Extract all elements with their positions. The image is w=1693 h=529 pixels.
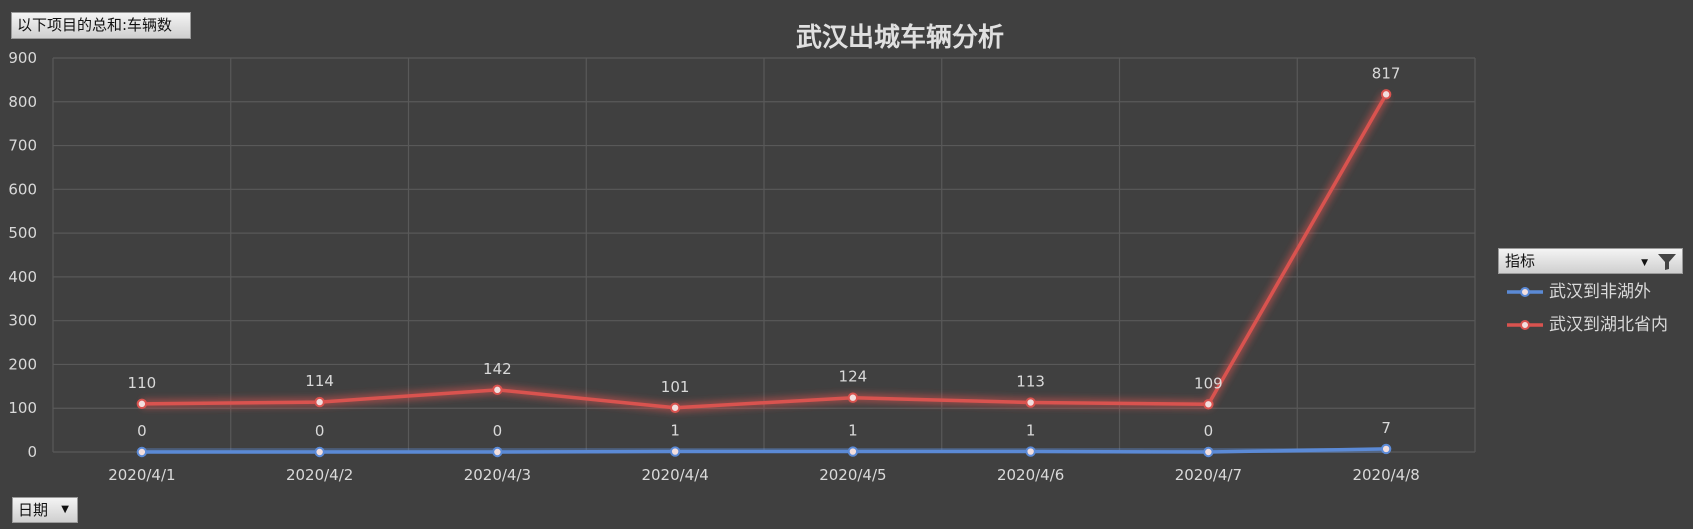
axis-field-label: 日期	[18, 501, 49, 519]
data-label: 113	[1016, 373, 1045, 391]
x-tick-label: 2020/4/7	[1175, 466, 1242, 484]
dropdown-arrow-icon: ▼	[1641, 258, 1648, 268]
data-point	[1025, 397, 1036, 408]
data-label: 0	[1204, 422, 1214, 440]
legend-field-label: 指标	[1505, 252, 1536, 270]
y-tick-label: 100	[8, 399, 37, 417]
axis-field-button[interactable]: 日期 ▼	[12, 497, 78, 523]
series-2	[136, 89, 1392, 413]
data-point	[136, 398, 148, 410]
data-point	[314, 396, 325, 408]
x-tick-label: 2020/4/4	[641, 466, 708, 484]
y-tick-label: 400	[8, 268, 37, 286]
legend-label: 武汉到湖北省内	[1549, 315, 1668, 335]
data-label: 114	[305, 372, 334, 390]
x-tick-label: 2020/4/5	[819, 466, 886, 484]
data-point	[669, 446, 681, 457]
series-1	[136, 443, 1392, 458]
series-line	[141, 447, 1387, 454]
data-label: 142	[483, 360, 512, 378]
y-tick-label: 200	[8, 355, 37, 373]
y-tick-label: 500	[8, 224, 37, 242]
legend-marker-icon	[1507, 287, 1543, 297]
data-label: 124	[839, 368, 868, 386]
data-point	[314, 446, 325, 458]
x-tick-label: 2020/4/6	[997, 466, 1064, 484]
data-point	[847, 446, 859, 457]
y-tick-label: 800	[8, 93, 37, 111]
data-point	[492, 384, 503, 396]
y-tick-label: 700	[8, 137, 37, 155]
data-label: 109	[1194, 374, 1223, 392]
data-label: 1	[670, 422, 680, 440]
data-point	[669, 402, 681, 413]
filter-icon[interactable]	[1657, 253, 1677, 271]
data-label: 0	[493, 422, 503, 440]
data-label: 817	[1372, 64, 1401, 82]
y-tick-label: 900	[8, 49, 37, 67]
data-label: 7	[1381, 419, 1391, 437]
gridlines	[52, 57, 1476, 453]
series-line	[141, 93, 1388, 410]
data-point	[1025, 446, 1036, 457]
data-label: 1	[1026, 422, 1036, 440]
data-label: 1	[848, 422, 858, 440]
data-point	[1203, 399, 1214, 410]
data-point	[136, 446, 148, 458]
data-label: 110	[128, 374, 157, 392]
legend-field-button[interactable]: 指标 ▼	[1498, 248, 1683, 274]
x-tick-label: 2020/4/3	[464, 466, 531, 484]
value-field-label: 以下项目的总和:车辆数	[17, 16, 173, 34]
legend-label: 武汉到非湖外	[1549, 282, 1651, 302]
data-label: 0	[315, 422, 325, 440]
y-tick-label: 0	[27, 443, 37, 461]
data-point	[847, 392, 859, 403]
y-axis: 0 100 200 300 400 500 600 700 800 900	[8, 49, 37, 461]
value-field-button[interactable]: 以下项目的总和:车辆数	[11, 12, 191, 39]
x-tick-label: 2020/4/8	[1352, 466, 1419, 484]
x-tick-label: 2020/4/2	[286, 466, 353, 484]
data-point	[1380, 89, 1392, 100]
y-tick-label: 600	[8, 180, 37, 198]
data-point	[1203, 446, 1214, 458]
legend-marker-icon	[1507, 320, 1543, 330]
data-point	[1380, 443, 1392, 455]
x-tick-label: 2020/4/1	[108, 466, 175, 484]
chart-title: 武汉出城车辆分析	[796, 22, 1004, 53]
data-label: 101	[661, 378, 690, 396]
dropdown-arrow-icon: ▼	[61, 504, 69, 515]
x-axis: 2020/4/1 2020/4/2 2020/4/3 2020/4/4 2020/4/5…	[108, 466, 1420, 484]
y-tick-label: 300	[8, 312, 37, 330]
data-label: 0	[137, 422, 147, 440]
data-point	[492, 446, 503, 458]
series-layer	[136, 89, 1392, 458]
